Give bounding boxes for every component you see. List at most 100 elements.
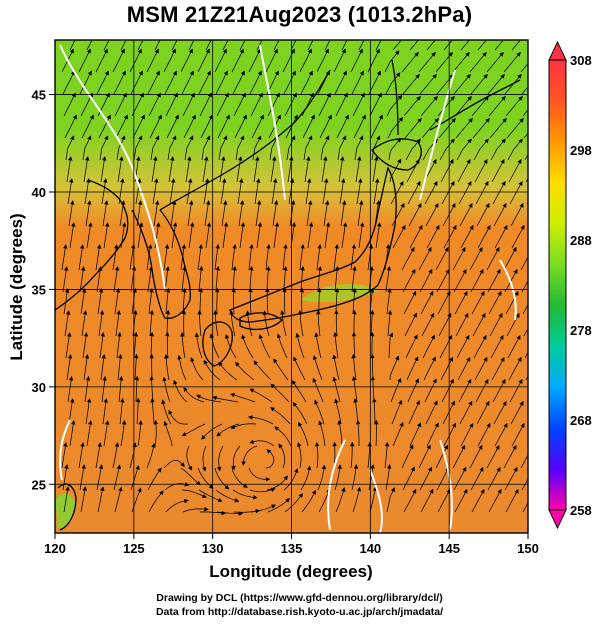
streamline <box>367 441 372 469</box>
streamline <box>389 355 400 381</box>
streamline <box>438 312 452 337</box>
streamline <box>195 394 222 403</box>
streamline <box>409 224 423 249</box>
streamline <box>319 114 332 139</box>
streamline <box>129 442 137 469</box>
streamline <box>316 243 322 271</box>
streamline <box>505 95 523 117</box>
streamline <box>477 224 491 249</box>
streamline <box>487 466 501 491</box>
streamline <box>180 48 193 73</box>
streamline <box>435 246 449 271</box>
streamline <box>439 138 455 161</box>
streamline <box>272 199 279 227</box>
streamline <box>256 40 263 51</box>
streamline <box>190 356 204 381</box>
streamline <box>441 180 455 205</box>
y-axis-ticks: 25 30 35 40 45 <box>32 88 55 492</box>
streamline <box>488 95 506 117</box>
footer-credit-drawing: Drawing by DCL (https://www.gfd-dennou.o… <box>156 592 443 604</box>
streamline <box>218 135 228 161</box>
streamline <box>181 70 194 95</box>
streamline <box>135 397 141 425</box>
streamline <box>218 361 238 381</box>
streamline <box>163 48 176 73</box>
streamline <box>103 420 110 447</box>
streamline <box>282 287 287 315</box>
streamline <box>460 40 470 51</box>
streamline <box>103 40 110 51</box>
streamline <box>403 95 421 117</box>
streamline <box>521 86 528 95</box>
streamline <box>435 444 448 469</box>
streamline <box>476 400 490 425</box>
streamline <box>63 486 70 513</box>
streamline <box>79 266 86 293</box>
streamline <box>455 117 473 139</box>
streamline <box>98 114 111 139</box>
shikoku-coast <box>239 312 283 331</box>
streamline <box>113 464 122 491</box>
streamline <box>232 70 245 95</box>
streamline <box>385 464 392 491</box>
streamline <box>341 221 348 249</box>
y-tick-label: 30 <box>32 380 46 395</box>
streamline <box>230 393 256 403</box>
streamline <box>384 243 391 271</box>
streamline <box>520 63 528 73</box>
streamline <box>492 378 506 403</box>
streamline <box>65 135 75 161</box>
streamline <box>205 221 212 249</box>
streamline <box>295 332 305 359</box>
streamline <box>489 312 503 337</box>
kyushu-coast <box>202 321 233 367</box>
streamline <box>249 388 273 403</box>
streamline <box>391 399 403 425</box>
streamline <box>510 400 524 425</box>
streamline <box>163 353 170 381</box>
colorbar: 308 298 288 278 268 258 <box>548 40 592 530</box>
streamline <box>86 420 93 447</box>
streamline <box>129 48 142 73</box>
streamline <box>418 246 432 271</box>
streamline <box>214 243 220 271</box>
streamline <box>477 422 491 447</box>
streamline <box>298 421 309 447</box>
streamline <box>511 40 521 51</box>
x-tick-label: 150 <box>517 541 539 556</box>
streamline <box>83 353 90 381</box>
streamline <box>61 442 68 469</box>
streamline <box>214 48 227 73</box>
streamline <box>119 200 126 227</box>
streamline <box>168 156 175 183</box>
streamline <box>165 92 178 117</box>
streamline <box>458 378 472 403</box>
streamline <box>213 309 219 337</box>
colorbar-tick-label: 288 <box>570 233 592 248</box>
streamline <box>247 415 274 425</box>
streamline <box>215 489 240 503</box>
hokkaido-coast <box>371 138 422 171</box>
streamline <box>494 422 508 447</box>
streamline <box>215 70 228 95</box>
lat-lon-grid <box>55 40 528 533</box>
streamline <box>408 202 422 227</box>
streamline <box>503 444 517 469</box>
streamline <box>216 92 229 117</box>
streamline <box>388 137 402 161</box>
streamline <box>527 423 528 424</box>
streamline <box>256 221 263 249</box>
streamline <box>212 395 239 403</box>
streamline <box>452 246 466 271</box>
streamline <box>112 48 125 73</box>
streamline <box>454 290 468 315</box>
streamline <box>201 423 223 440</box>
contour-2 <box>259 44 286 201</box>
streamline <box>419 268 433 293</box>
streamline <box>166 114 179 139</box>
streamline <box>303 135 313 161</box>
streamline <box>505 488 519 513</box>
streamline <box>118 375 124 403</box>
streamline <box>421 312 435 337</box>
streamline <box>231 445 241 471</box>
